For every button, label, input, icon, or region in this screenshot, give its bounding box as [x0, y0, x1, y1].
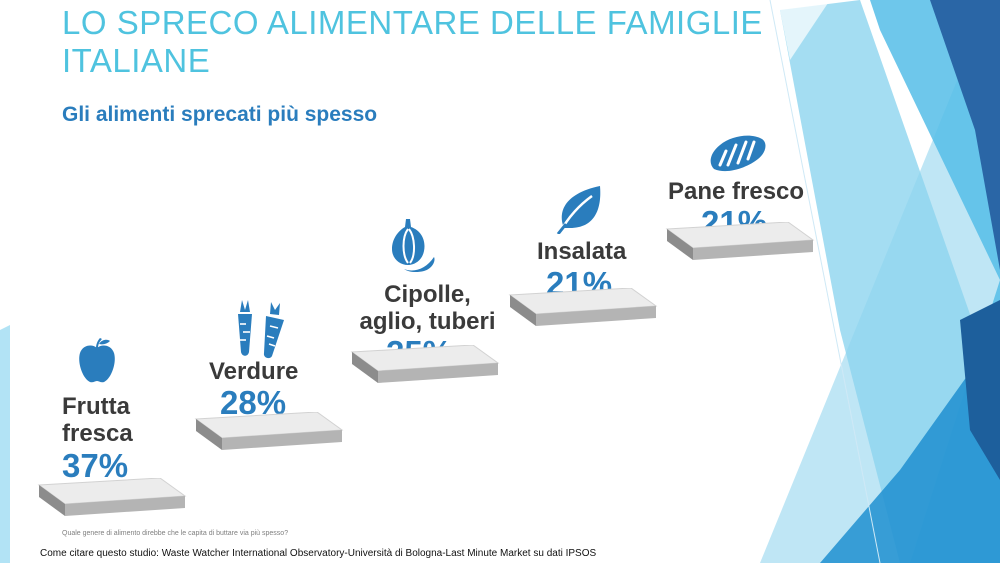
label-line: fresca — [62, 420, 133, 447]
bread-icon — [710, 135, 766, 172]
label-line: Verdure — [209, 358, 299, 385]
bg-shape-dark-right — [960, 300, 1000, 480]
label-line: Frutta — [62, 393, 130, 420]
step-label-verdure: Verdure — [209, 358, 298, 385]
platform-step-2 — [194, 412, 344, 450]
survey-question: Quale genere di alimento direbbe che le … — [62, 530, 289, 537]
apple-icon — [79, 338, 115, 383]
citation-text: Come citare questo studio: Waste Watcher… — [40, 548, 597, 559]
bg-shape-white-wedge — [778, 0, 830, 60]
bg-shape-blue-lower — [820, 330, 1000, 563]
carrot-icon — [238, 300, 284, 359]
bg-shape-deep — [930, 0, 1000, 270]
step-label-insalata: Insalata — [537, 238, 626, 265]
bg-line — [769, 0, 881, 563]
leaf-icon — [556, 186, 601, 234]
platform-step-1 — [37, 478, 187, 516]
label-line: Cipolle, — [384, 281, 471, 308]
label-line: aglio, tuberi — [359, 308, 496, 335]
step-label-frutta: Frutta fresca — [62, 393, 133, 447]
bg-shape-left-edge — [0, 325, 10, 563]
garlic-icon — [392, 219, 435, 273]
step-label-cipolle: Cipolle, aglio, tuberi — [350, 281, 505, 335]
platform-step-5 — [665, 222, 815, 260]
label-line: Pane fresco — [668, 178, 805, 205]
step-value-frutta: 37% — [62, 447, 129, 484]
slide-title: LO SPRECO ALIMENTARE DELLE FAMIGLIE ITAL… — [62, 4, 763, 79]
platform-step-4 — [508, 288, 658, 326]
step-label-pane: Pane fresco — [668, 178, 804, 205]
slide-subtitle: Gli alimenti sprecati più spesso — [62, 103, 378, 126]
label-line: Insalata — [537, 238, 627, 265]
platform-step-3 — [350, 345, 500, 383]
